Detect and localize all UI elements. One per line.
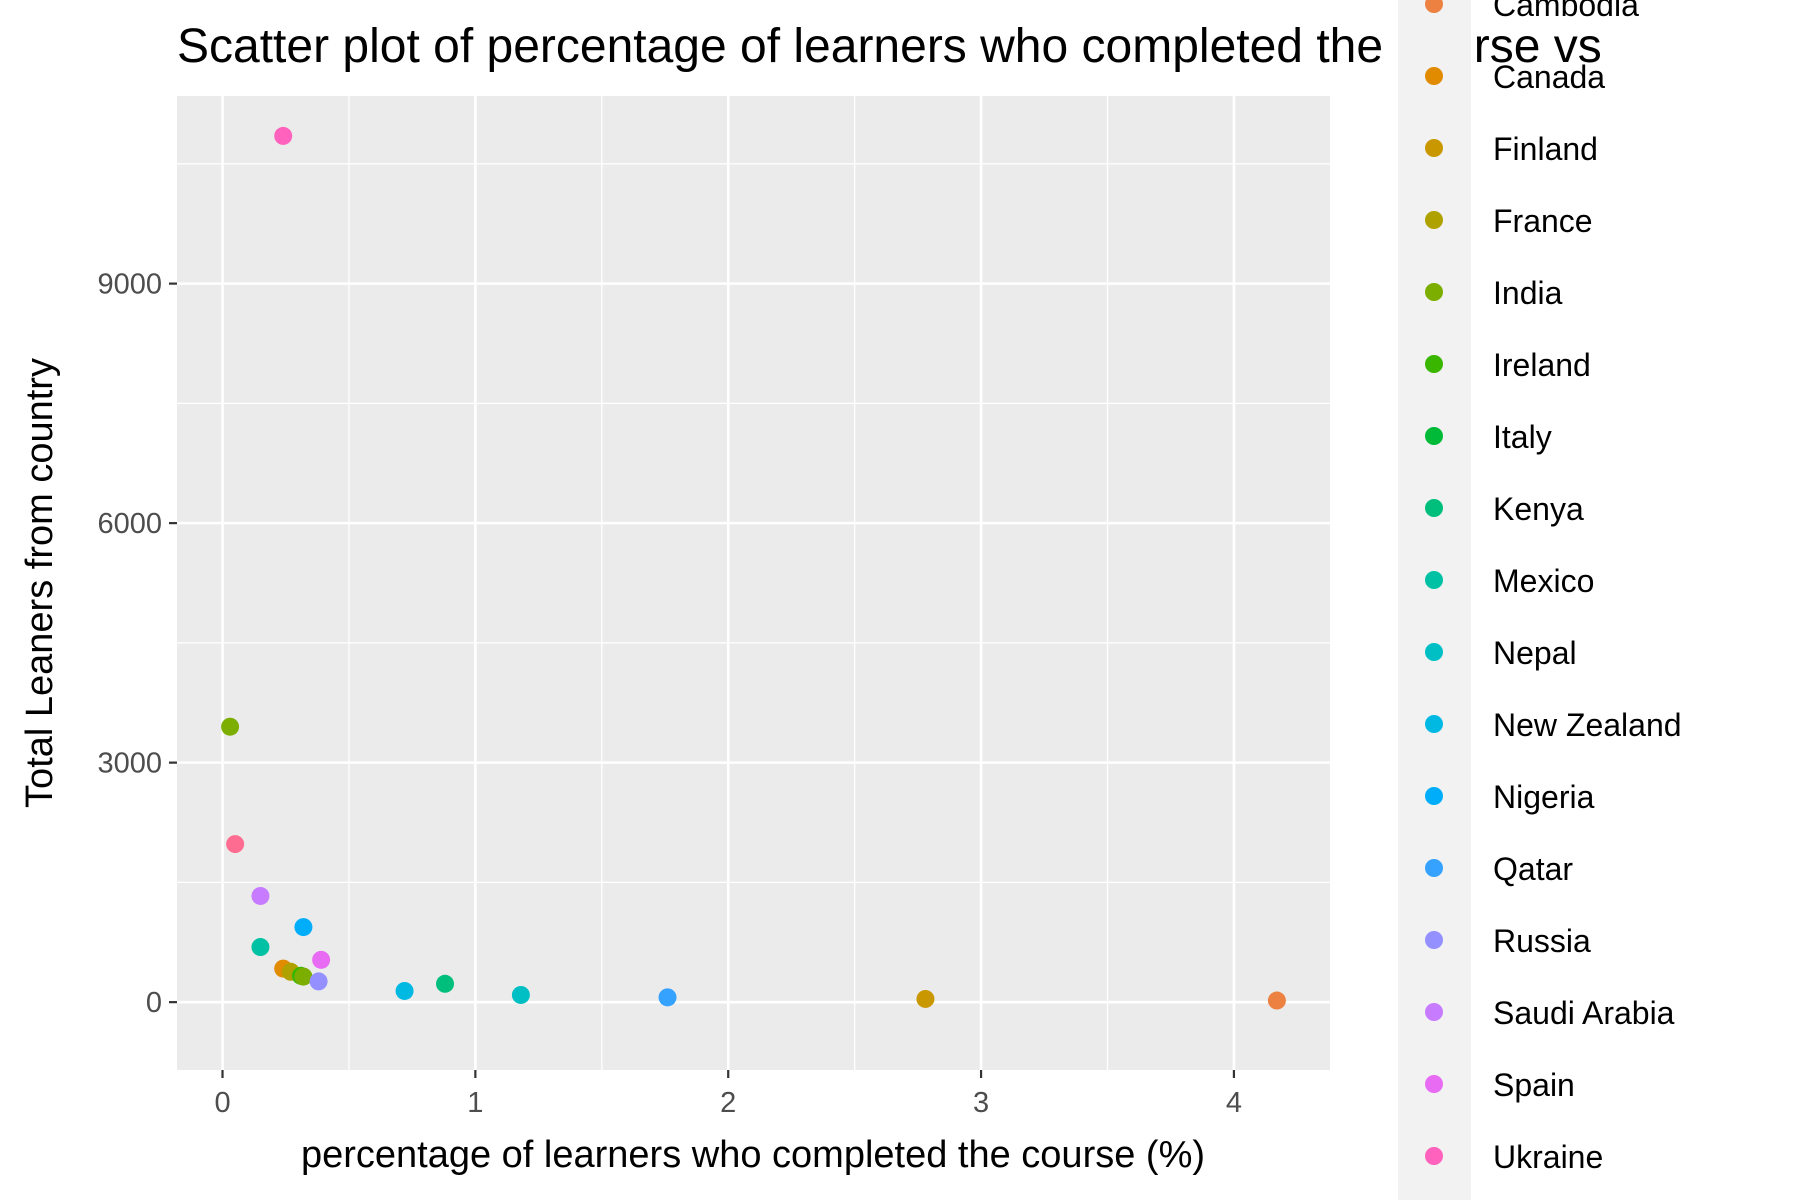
legend-label: Spain	[1493, 1067, 1575, 1103]
legend-label: Saudi Arabia	[1493, 995, 1675, 1031]
legend-key	[1425, 139, 1443, 157]
legend: Cambodia Canada Finland France India Ireland I…	[1425, 0, 1682, 1175]
legend-label: Kenya	[1493, 491, 1584, 527]
data-point	[658, 988, 677, 1007]
data-point	[226, 835, 245, 854]
legend-label: Russia	[1493, 923, 1591, 959]
data-point	[511, 985, 530, 1004]
legend-label: Mexico	[1493, 563, 1594, 599]
legend-label: Ireland	[1493, 347, 1591, 383]
data-point	[221, 717, 240, 736]
legend-label: Nigeria	[1493, 779, 1595, 815]
plot-panel	[177, 96, 1330, 1070]
data-point	[294, 967, 313, 986]
legend-label: New Zealand	[1493, 707, 1682, 743]
y-tick-label: 3000	[97, 748, 162, 780]
legend-label: Finland	[1493, 131, 1598, 167]
legend-key	[1425, 283, 1443, 301]
data-point	[251, 938, 270, 957]
y-tick-label: 6000	[97, 508, 162, 540]
x-tick-label: 4	[1226, 1087, 1242, 1119]
legend-key	[1425, 859, 1443, 877]
chart-title: Scatter plot of percentage of learners w…	[177, 20, 1602, 73]
legend-background	[1398, 0, 1471, 1200]
legend-key	[1425, 1147, 1443, 1165]
legend-key	[1425, 643, 1443, 661]
legend-key	[1425, 931, 1443, 949]
data-point	[294, 918, 313, 937]
legend-key	[1425, 67, 1443, 85]
data-points	[221, 126, 1286, 1010]
legend-key	[1425, 427, 1443, 445]
legend-key	[1425, 1075, 1443, 1093]
legend-label: Ukraine	[1493, 1139, 1603, 1175]
legend-key	[1425, 571, 1443, 589]
legend-label: Cambodia	[1493, 0, 1639, 23]
data-point	[436, 974, 455, 993]
legend-key	[1425, 499, 1443, 517]
legend-label: France	[1493, 203, 1593, 239]
legend-key	[1425, 715, 1443, 733]
legend-label: Nepal	[1493, 635, 1577, 671]
y-tick-label: 9000	[97, 269, 162, 301]
legend-key	[1425, 0, 1443, 13]
legend-key	[1425, 787, 1443, 805]
data-point	[916, 989, 935, 1008]
x-axis-title: percentage of learners who completed the…	[301, 1134, 1205, 1176]
legend-key	[1425, 1003, 1443, 1021]
x-tick-label: 1	[467, 1087, 483, 1119]
grid-lines	[177, 96, 1330, 1070]
y-tick-label: 0	[146, 987, 162, 1019]
data-point	[251, 886, 270, 905]
legend-label: Qatar	[1493, 851, 1573, 887]
legend-key	[1425, 355, 1443, 373]
legend-label: Canada	[1493, 59, 1605, 95]
data-point	[274, 126, 293, 145]
x-tick-label: 3	[973, 1087, 989, 1119]
legend-label: India	[1493, 275, 1563, 311]
data-point	[395, 981, 414, 1000]
legend-key	[1425, 211, 1443, 229]
y-axis-title: Total Leaners from country	[19, 358, 61, 808]
data-point	[309, 972, 328, 991]
data-point	[1267, 991, 1286, 1010]
legend-label: Italy	[1493, 419, 1552, 455]
x-tick-label: 2	[720, 1087, 736, 1119]
x-tick-label: 0	[214, 1087, 230, 1119]
axes: 0 1 2 3 4 0 3000 6000 9000	[97, 269, 1242, 1119]
data-point	[312, 950, 331, 969]
